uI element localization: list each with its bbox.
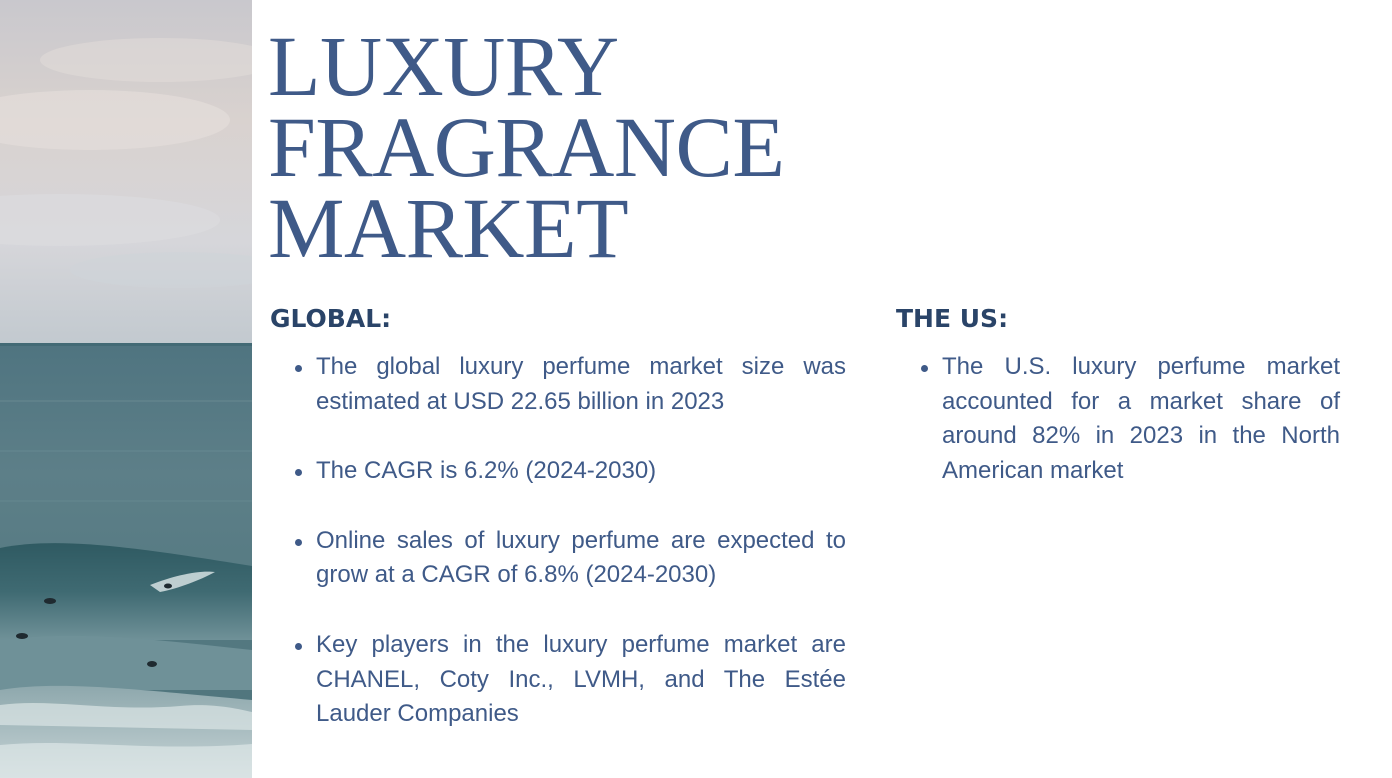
title-line-2: FRAGRANCE — [268, 99, 785, 195]
bullet-dot-icon — [921, 365, 928, 372]
bullet-text: The global luxury perfume market size wa… — [316, 353, 846, 415]
bullet-text: The U.S. luxury perfume market accounted… — [942, 353, 1340, 484]
bullet-dot-icon — [295, 365, 302, 372]
bullet-dot-icon — [295, 538, 302, 546]
global-heading: GLOBAL: — [270, 304, 392, 333]
title-line-1: LUXURY — [268, 18, 619, 114]
us-bullet-list: The U.S. luxury perfume market accounted… — [896, 350, 1340, 488]
us-bullet-item: The U.S. luxury perfume market accounted… — [896, 350, 1340, 488]
us-section: THE US: The U.S. luxury perfume market a… — [896, 302, 1340, 523]
bullet-text: Key players in the luxury perfume market… — [316, 630, 846, 728]
us-heading: THE US: — [896, 304, 1009, 333]
global-bullet-item: The CAGR is 6.2% (2024-2030) — [270, 454, 846, 489]
global-bullet-list: The global luxury perfume market size wa… — [270, 350, 846, 732]
global-bullet-item: The global luxury perfume market size wa… — [270, 350, 846, 419]
bullet-text: Online sales of luxury perfume are expec… — [316, 526, 846, 589]
bullet-text: The CAGR is 6.2% (2024-2030) — [316, 457, 657, 485]
global-bullet-item: Key players in the luxury perfume market… — [270, 628, 846, 732]
page-title: LUXURY FRAGRANCE MARKET — [268, 18, 785, 276]
bullet-dot-icon — [295, 469, 302, 477]
bullet-dot-icon — [295, 642, 302, 650]
global-section: GLOBAL: The global luxury perfume market… — [270, 302, 846, 767]
title-line-3: MARKET — [268, 180, 629, 276]
global-bullet-item: Online sales of luxury perfume are expec… — [270, 524, 846, 593]
ocean-surfers-photo — [0, 0, 252, 778]
